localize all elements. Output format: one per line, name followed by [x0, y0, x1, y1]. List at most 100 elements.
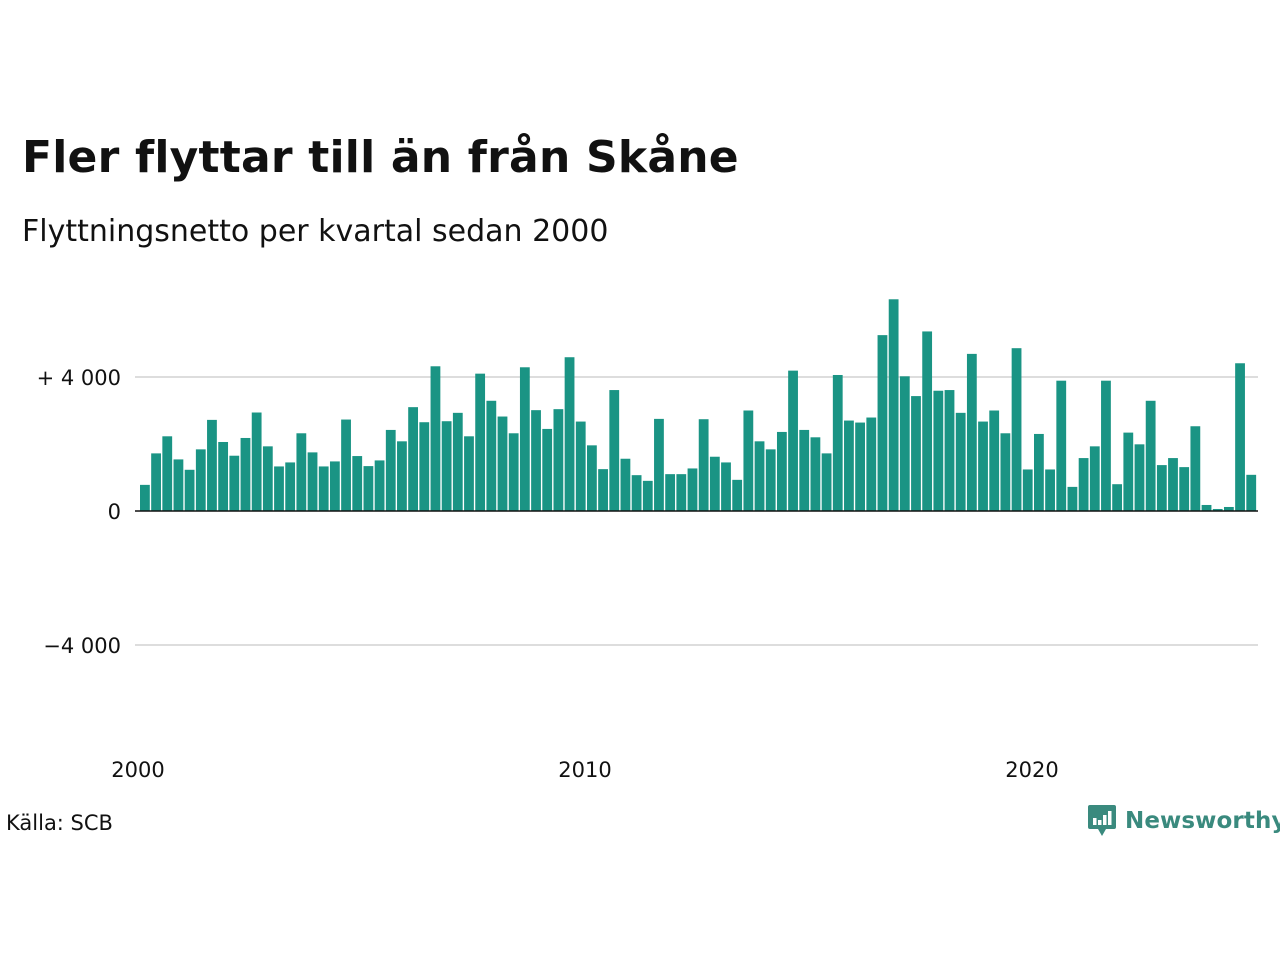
- bar: [709, 456, 720, 511]
- bar: [1022, 469, 1033, 511]
- bar: [385, 429, 396, 511]
- bar: [788, 370, 798, 511]
- bar: [162, 436, 173, 511]
- chart-title: Fler flyttar till än från Skåne: [22, 132, 739, 183]
- x-tick-labels: 2000 2010 2020: [111, 758, 1058, 782]
- bar: [765, 449, 776, 511]
- bar: [229, 455, 240, 511]
- bar: [497, 416, 508, 511]
- bar: [1089, 446, 1100, 511]
- bar: [419, 422, 430, 511]
- source-note: Källa: SCB: [6, 811, 113, 835]
- bar: [341, 419, 351, 511]
- bar: [955, 412, 966, 511]
- bar: [1235, 363, 1245, 511]
- bar: [754, 441, 765, 511]
- bar: [609, 390, 620, 511]
- bar: [855, 422, 865, 511]
- bar: [866, 417, 877, 511]
- bar: [274, 466, 284, 511]
- bar: [475, 373, 486, 511]
- bar: [1156, 465, 1167, 511]
- bar: [430, 366, 441, 511]
- bar: [888, 299, 899, 511]
- bar: [642, 480, 653, 511]
- bar: [173, 459, 184, 511]
- bar: [195, 449, 206, 511]
- bar: [240, 437, 251, 511]
- bar: [542, 428, 553, 512]
- bar: [721, 462, 731, 512]
- bar: [899, 376, 910, 511]
- bar: [654, 418, 664, 512]
- x-tick-label: 2010: [558, 758, 611, 782]
- bar: [285, 462, 296, 512]
- bar: [944, 390, 955, 511]
- bar: [553, 409, 564, 511]
- bar: [352, 456, 363, 511]
- chart-subtitle: Flyttningsnetto per kvartal sedan 2000: [22, 214, 609, 249]
- bar: [1034, 433, 1044, 511]
- bar: [508, 433, 519, 511]
- bar: [687, 468, 698, 511]
- bar: [307, 452, 318, 512]
- bar: [1101, 380, 1111, 511]
- grid-lines: [135, 376, 1258, 646]
- y-tick-labels: + 4 000 0 −4 000: [37, 366, 121, 658]
- bar: [911, 396, 921, 511]
- bar: [408, 407, 418, 511]
- y-tick-label: 0: [108, 500, 121, 524]
- brand-name: Newsworthy: [1125, 808, 1280, 834]
- bar: [1212, 508, 1223, 511]
- bar: [1045, 469, 1055, 511]
- bar: [531, 410, 541, 511]
- bar: [363, 466, 374, 511]
- bar: [1190, 426, 1201, 512]
- bar: [218, 441, 229, 511]
- bar: [978, 421, 988, 512]
- bar: [151, 453, 161, 511]
- bar: [1000, 433, 1011, 511]
- bar: [207, 419, 217, 511]
- bar: [184, 469, 195, 511]
- bar: [1201, 504, 1212, 511]
- bar: [821, 453, 832, 511]
- bar: [620, 458, 631, 511]
- bar: [318, 466, 329, 511]
- bar: [698, 419, 709, 511]
- bar: [1078, 458, 1089, 511]
- bar: [810, 437, 821, 511]
- bar: [1056, 380, 1067, 511]
- bar: [989, 410, 1000, 511]
- bar: [564, 357, 575, 511]
- bar: [1112, 484, 1123, 511]
- bar: [966, 353, 977, 511]
- bar: [251, 412, 262, 511]
- bar: [486, 400, 497, 511]
- bar: [1179, 467, 1190, 512]
- bar: [452, 412, 463, 511]
- bar: [922, 331, 933, 511]
- bar-chart: + 4 000 0 −4 000 2000 2010 2020: [37, 299, 1258, 782]
- x-tick-label: 2020: [1005, 758, 1058, 782]
- bar: [799, 429, 810, 511]
- y-tick-label: −4 000: [43, 634, 121, 658]
- bar: [832, 374, 843, 511]
- bar: [1011, 348, 1022, 511]
- bar: [844, 420, 854, 511]
- bar: [397, 441, 407, 511]
- bar: [877, 335, 888, 512]
- newsworthy-logo-icon: [1088, 805, 1116, 836]
- bars: [140, 299, 1257, 512]
- bar: [598, 469, 608, 512]
- bar: [1123, 432, 1134, 511]
- bar: [464, 436, 474, 511]
- bar: [296, 433, 307, 511]
- bar: [1145, 400, 1156, 511]
- bar: [1134, 444, 1145, 511]
- bar: [262, 446, 273, 511]
- bar: [933, 390, 944, 511]
- x-tick-label: 2000: [111, 758, 164, 782]
- bar: [665, 474, 676, 511]
- bar: [519, 367, 530, 511]
